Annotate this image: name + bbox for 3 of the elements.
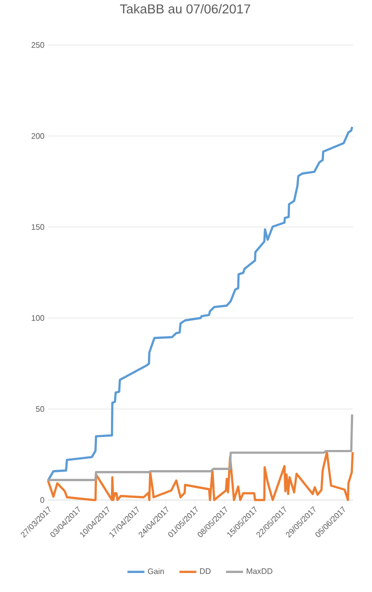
line-series — [46, 413, 354, 482]
line-series — [46, 126, 354, 482]
chart-title: TakaBB au 07/06/2017 — [120, 4, 250, 14]
